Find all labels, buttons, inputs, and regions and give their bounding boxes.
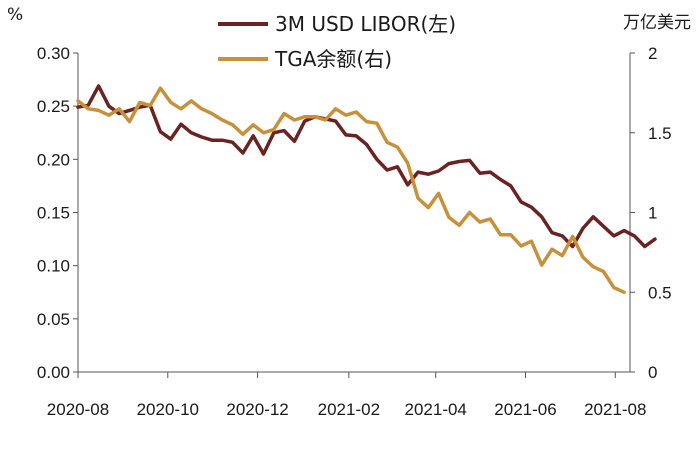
legend-label-libor: 3M USD LIBOR(左) <box>275 12 456 36</box>
y-right-unit-label: 万亿美元 <box>623 13 691 33</box>
axes: 0.00 0.05 0.10 0.15 0.20 0.25 0.30 0 0.5 1 1.5 2 202… <box>37 44 672 419</box>
legend: 3M USD LIBOR(左) TGA余额(右) <box>218 12 456 71</box>
y-right-tick-label: 1.5 <box>648 124 672 143</box>
y-left-tick-label: 0.25 <box>37 97 70 116</box>
x-tick-label: 2020-12 <box>226 400 288 419</box>
y-right-tick-label: 2 <box>648 44 657 63</box>
y-left-unit-label: % <box>7 5 23 25</box>
y-right-tick-label: 0 <box>648 363 657 382</box>
y-left-tick-label: 0.10 <box>37 257 70 276</box>
y-left-tick-label: 0.20 <box>37 150 70 169</box>
y-right-tick-label: 1 <box>648 204 657 223</box>
x-tick-label: 2021-04 <box>405 400 467 419</box>
y-left-tick-label: 0.30 <box>37 44 70 63</box>
series-line-libor <box>76 84 657 249</box>
y-left-tick-label: 0.05 <box>37 310 70 329</box>
legend-label-tga: TGA余额(右) <box>274 47 392 71</box>
series-layer <box>76 84 657 295</box>
y-left-tick-label: 0.00 <box>37 363 70 382</box>
x-tick-label: 2021-06 <box>494 400 556 419</box>
x-tick-label: 2020-08 <box>47 400 109 419</box>
x-tick-label: 2021-08 <box>584 400 646 419</box>
x-tick-label: 2020-10 <box>137 400 199 419</box>
x-tick-label: 2021-02 <box>318 400 380 419</box>
y-right-tick-label: 0.5 <box>648 283 672 302</box>
series-line-tga <box>76 86 626 295</box>
y-left-tick-label: 0.15 <box>37 204 70 223</box>
